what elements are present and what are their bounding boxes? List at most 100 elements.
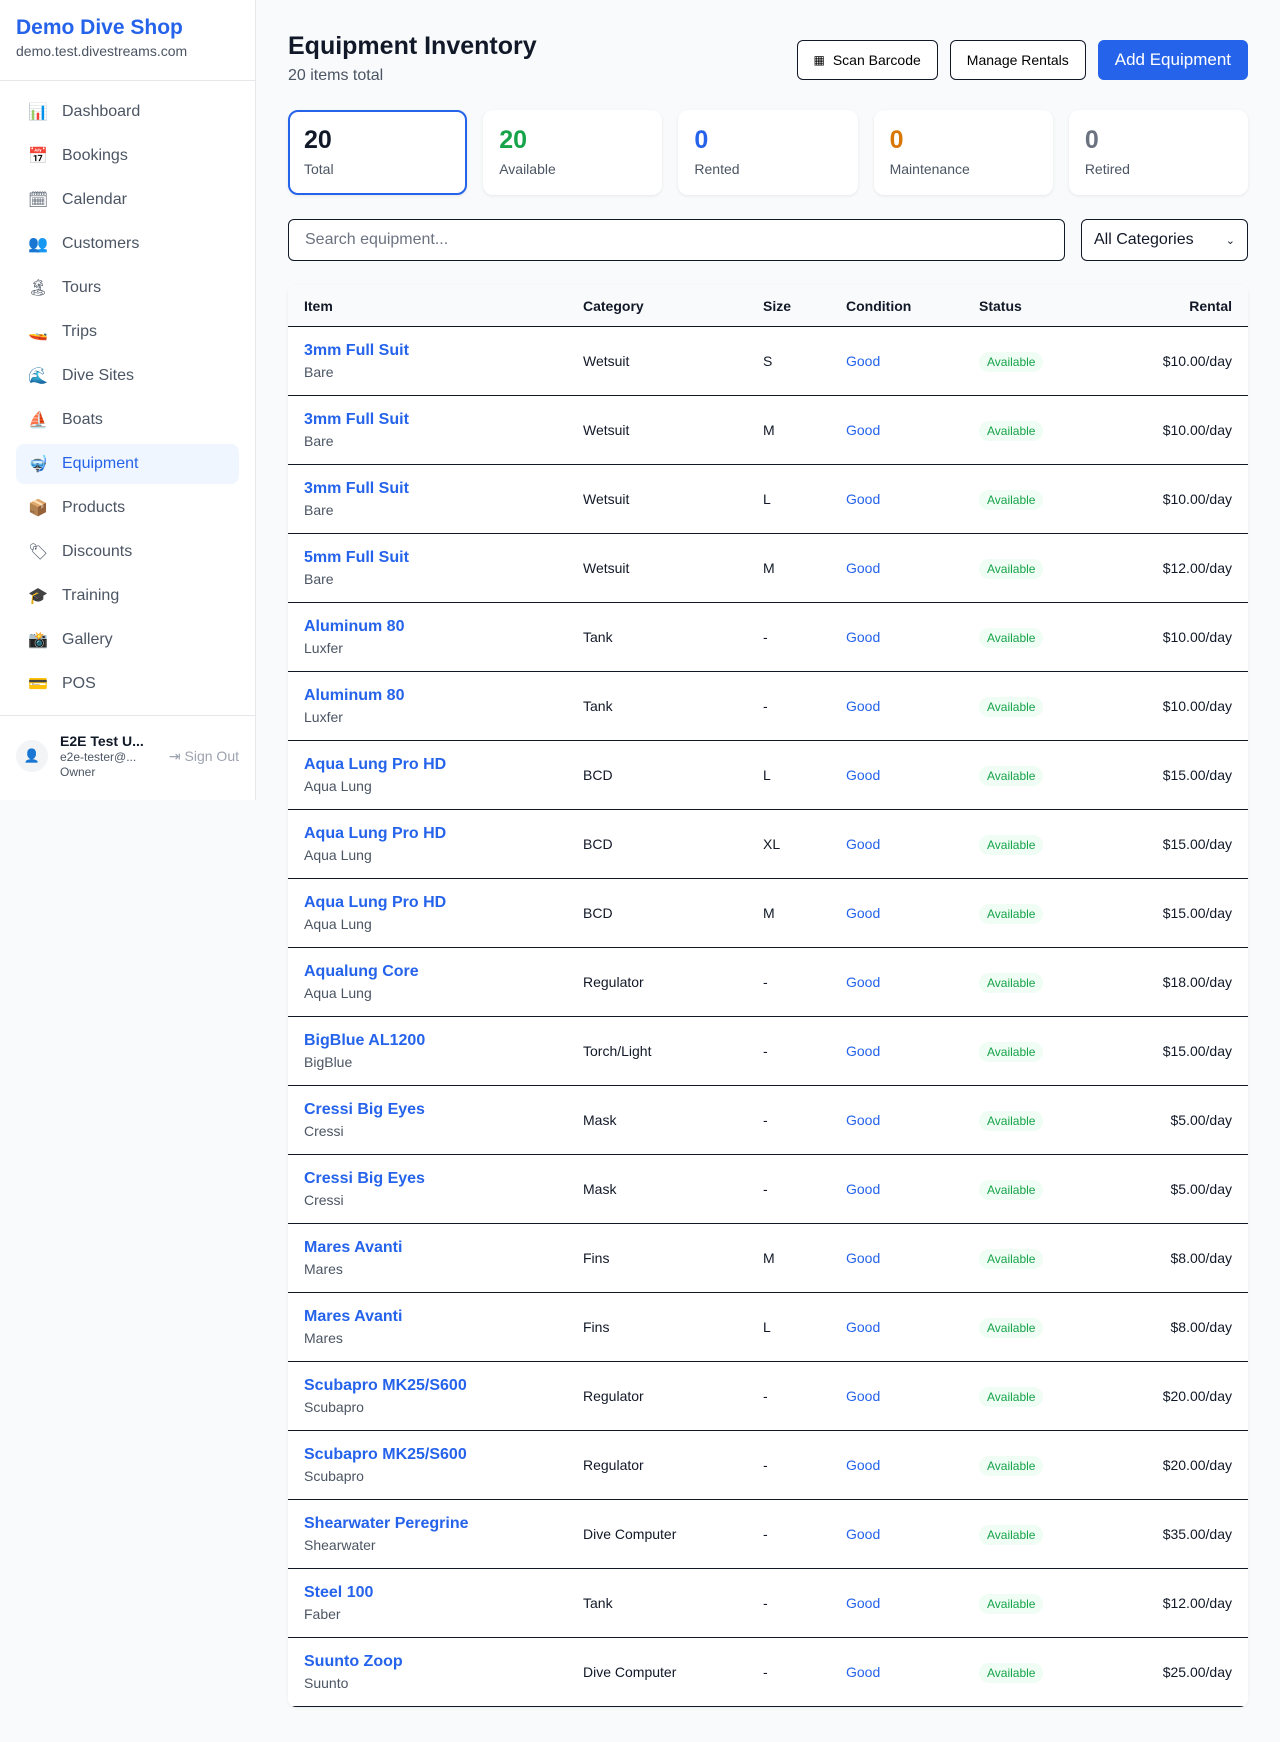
item-condition: Good bbox=[846, 905, 881, 921]
brand: Demo Dive Shop demo.test.divestreams.com bbox=[0, 0, 255, 81]
item-name-link[interactable]: Scubapro MK25/S600 bbox=[304, 1446, 467, 1463]
item-rental-price: $10.00/day bbox=[1162, 698, 1232, 714]
equipment-table: Item Category Size Condition Status Rent… bbox=[288, 285, 1248, 1707]
item-name-link[interactable]: Shearwater Peregrine bbox=[304, 1515, 469, 1532]
sidebar-item-pos[interactable]: 💳 POS bbox=[16, 664, 239, 704]
status-badge: Available bbox=[979, 1111, 1044, 1131]
item-size: M bbox=[763, 905, 775, 921]
col-item: Item bbox=[304, 297, 333, 314]
item-name-link[interactable]: Scubapro MK25/S600 bbox=[304, 1377, 467, 1394]
item-name-link[interactable]: Aqua Lung Pro HD bbox=[304, 756, 447, 773]
item-name-link[interactable]: 3mm Full Suit bbox=[304, 342, 409, 359]
item-condition: Good bbox=[846, 1250, 881, 1266]
item-name-link[interactable]: 3mm Full Suit bbox=[304, 480, 409, 497]
item-category: Tank bbox=[583, 698, 613, 714]
table-row: Shearwater Peregrine Shearwater Dive Comp… bbox=[288, 1500, 1248, 1569]
status-badge: Available bbox=[979, 835, 1044, 855]
item-name-link[interactable]: Aluminum 80 bbox=[304, 687, 405, 704]
sidebar-nav: 📊 Dashboard 📅 Bookings 🗓 Calendar 👥 Customers 🏝 T… bbox=[0, 81, 255, 719]
status-badge: Available bbox=[979, 1042, 1044, 1062]
manage-rentals-button[interactable]: Manage Rentals bbox=[949, 40, 1086, 80]
sidebar-item-boats[interactable]: ⛵ Boats bbox=[16, 400, 239, 440]
scan-barcode-button[interactable]: ▦ Scan Barcode bbox=[796, 40, 938, 80]
sidebar-item-dive-sites[interactable]: 🌊 Dive Sites bbox=[16, 356, 239, 396]
item-name-link[interactable]: BigBlue AL1200 bbox=[304, 1032, 426, 1049]
table-row: 3mm Full Suit Bare Wetsuit S Good Availab… bbox=[288, 327, 1248, 396]
item-name-link[interactable]: Mares Avanti bbox=[304, 1239, 403, 1256]
status-badge: Available bbox=[979, 1525, 1044, 1545]
sidebar-item-discounts[interactable]: 🏷 Discounts bbox=[16, 532, 239, 572]
item-name-link[interactable]: 5mm Full Suit bbox=[304, 549, 409, 566]
sidebar-item-tours[interactable]: 🏝 Tours bbox=[16, 268, 239, 308]
status-badge: Available bbox=[979, 1387, 1044, 1407]
equipment-icon: 🤿 bbox=[28, 456, 48, 473]
stat-card-available[interactable]: 20 Available bbox=[483, 110, 663, 195]
sidebar-item-gallery[interactable]: 📸 Gallery bbox=[16, 620, 239, 660]
item-name-link[interactable]: Aluminum 80 bbox=[304, 618, 405, 635]
stat-card-maintenance[interactable]: 0 Maintenance bbox=[873, 110, 1053, 195]
col-condition: Condition bbox=[846, 297, 912, 314]
table-row: 3mm Full Suit Bare Wetsuit L Good Availab… bbox=[288, 465, 1248, 534]
item-rental-price: $20.00/day bbox=[1162, 1388, 1232, 1404]
sidebar-item-customers[interactable]: 👥 Customers bbox=[16, 224, 239, 264]
sidebar-item-trips[interactable]: 🚤 Trips bbox=[16, 312, 239, 352]
col-size: Size bbox=[763, 297, 792, 314]
col-rental: Rental bbox=[1189, 297, 1232, 314]
item-category: Dive Computer bbox=[583, 1664, 677, 1680]
stat-card-total[interactable]: 20 Total bbox=[288, 110, 468, 195]
sidebar-item-products[interactable]: 📦 Products bbox=[16, 488, 239, 528]
item-category: Mask bbox=[583, 1112, 617, 1128]
item-name-link[interactable]: Steel 100 bbox=[304, 1584, 374, 1601]
item-name-link[interactable]: Mares Avanti bbox=[304, 1308, 403, 1325]
table-row: 3mm Full Suit Bare Wetsuit M Good Availab… bbox=[288, 396, 1248, 465]
shop-name[interactable]: Demo Dive Shop bbox=[16, 16, 183, 39]
status-badge: Available bbox=[979, 628, 1044, 648]
sidebar-item-bookings[interactable]: 📅 Bookings bbox=[16, 136, 239, 176]
col-status: Status bbox=[979, 297, 1022, 314]
stat-value: 0 bbox=[694, 126, 709, 154]
category-select[interactable]: All Categories ⌄ bbox=[1081, 219, 1248, 261]
item-brand: Luxfer bbox=[304, 640, 343, 656]
item-rental-price: $15.00/day bbox=[1162, 767, 1232, 783]
user-email: e2e-tester@... bbox=[60, 750, 137, 764]
pos-icon: 💳 bbox=[28, 676, 48, 693]
item-category: Dive Computer bbox=[583, 1526, 677, 1542]
item-name-link[interactable]: Aqualung Core bbox=[304, 963, 419, 980]
item-name-link[interactable]: Cressi Big Eyes bbox=[304, 1170, 425, 1187]
search-input[interactable] bbox=[288, 219, 1065, 261]
add-equipment-button[interactable]: Add Equipment bbox=[1097, 40, 1248, 80]
main-content: Equipment Inventory 20 items total ▦ Scan… bbox=[288, 0, 1249, 1707]
status-badge: Available bbox=[979, 973, 1044, 993]
dashboard-icon: 📊 bbox=[28, 104, 48, 121]
item-category: Fins bbox=[583, 1319, 610, 1335]
item-size: L bbox=[763, 767, 771, 783]
sidebar-item-calendar[interactable]: 🗓 Calendar bbox=[16, 180, 239, 220]
item-brand: Bare bbox=[304, 364, 334, 380]
item-name-link[interactable]: Aqua Lung Pro HD bbox=[304, 894, 447, 911]
item-size: - bbox=[763, 1595, 768, 1611]
status-badge: Available bbox=[979, 766, 1044, 786]
sidebar-item-training[interactable]: 🎓 Training bbox=[16, 576, 239, 616]
page-title: Equipment Inventory bbox=[288, 32, 537, 60]
stat-card-retired[interactable]: 0 Retired bbox=[1068, 110, 1249, 195]
item-name-link[interactable]: Cressi Big Eyes bbox=[304, 1101, 425, 1118]
scan-barcode-label: Scan Barcode bbox=[832, 52, 921, 68]
item-name-link[interactable]: 3mm Full Suit bbox=[304, 411, 409, 428]
item-size: M bbox=[763, 1250, 775, 1266]
stat-label: Retired bbox=[1084, 161, 1130, 177]
sign-out-button[interactable]: ⇥ Sign Out bbox=[169, 748, 239, 765]
sidebar-item-equipment[interactable]: 🤿 Equipment bbox=[16, 444, 239, 484]
sidebar-item-dashboard[interactable]: 📊 Dashboard bbox=[16, 92, 239, 132]
status-badge: Available bbox=[979, 1663, 1044, 1683]
item-size: - bbox=[763, 698, 768, 714]
stat-card-rented[interactable]: 0 Rented bbox=[678, 110, 858, 195]
item-size: - bbox=[763, 1043, 768, 1059]
item-brand: Scubapro bbox=[304, 1468, 364, 1484]
item-rental-price: $15.00/day bbox=[1162, 1043, 1232, 1059]
table-row: 5mm Full Suit Bare Wetsuit M Good Availab… bbox=[288, 534, 1248, 603]
sidebar: Demo Dive Shop demo.test.divestreams.com… bbox=[0, 0, 256, 800]
stat-value: 20 bbox=[304, 126, 332, 154]
item-size: - bbox=[763, 974, 768, 990]
item-name-link[interactable]: Aqua Lung Pro HD bbox=[304, 825, 447, 842]
item-name-link[interactable]: Suunto Zoop bbox=[304, 1653, 403, 1670]
